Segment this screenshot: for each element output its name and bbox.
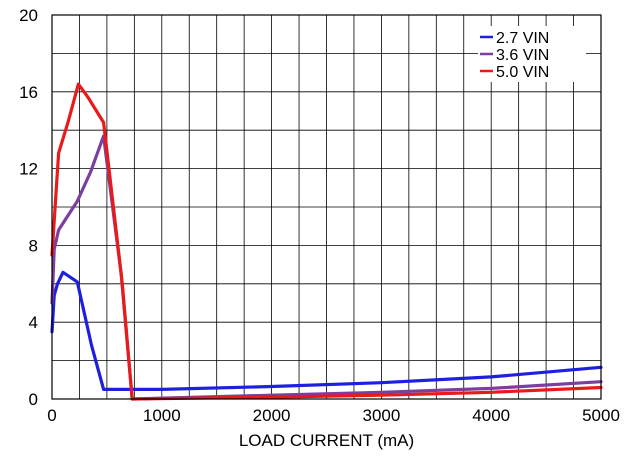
legend-label-3: 5.0 VIN bbox=[496, 64, 549, 81]
plot-frame bbox=[51, 14, 602, 400]
x-tick-label: 1000 bbox=[143, 406, 181, 425]
x-tick-label: 4000 bbox=[472, 406, 510, 425]
y-tick-label: 12 bbox=[19, 160, 38, 179]
x-tick-label: 5000 bbox=[582, 406, 620, 425]
series-line-1 bbox=[50, 270, 603, 391]
series-line-3 bbox=[50, 82, 603, 401]
y-tick-label: 0 bbox=[29, 390, 38, 409]
legend-label-2: 3.6 VIN bbox=[496, 47, 549, 64]
x-tick-label: 0 bbox=[47, 406, 56, 425]
tick-labels: 0 1000 2000 3000 4000 5000 0 4 8 12 16 20 bbox=[19, 6, 620, 425]
y-tick-label: 4 bbox=[29, 313, 38, 332]
y-tick-label: 20 bbox=[19, 6, 38, 25]
x-tick-label: 3000 bbox=[362, 406, 400, 425]
minor-gridlines bbox=[52, 15, 601, 399]
y-tick-label: 8 bbox=[29, 236, 38, 255]
series-layer bbox=[50, 82, 603, 401]
x-tick-label: 2000 bbox=[253, 406, 291, 425]
legend-background bbox=[478, 26, 586, 82]
legend-label-1: 2.7 VIN bbox=[496, 30, 549, 47]
y-tick-label: 16 bbox=[19, 83, 38, 102]
x-axis-title: LOAD CURRENT (mA) bbox=[239, 431, 414, 450]
